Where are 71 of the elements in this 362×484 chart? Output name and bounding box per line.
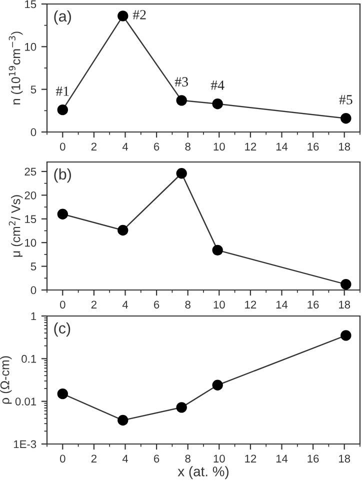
x-tick-label: 18: [339, 142, 350, 151]
annotation: #2: [132, 10, 146, 20]
x-tick-label: 2: [91, 142, 96, 150]
x-tick-label: 14: [276, 454, 288, 462]
y-tick-label: 0: [30, 128, 36, 136]
point: [176, 168, 187, 179]
x-tick-label: 10: [214, 454, 225, 463]
x-tick-label: 8: [185, 300, 190, 309]
point: [176, 95, 187, 106]
y-axis-title: ρ (Ω-cm): [0, 356, 12, 404]
point: [57, 388, 68, 400]
x-tick-label: 12: [245, 142, 256, 150]
point: [340, 278, 352, 290]
annotation: (b): [54, 168, 71, 183]
x-tick-label: 6: [154, 300, 160, 309]
y-tick-label: 20: [24, 191, 36, 200]
point: [340, 330, 352, 341]
x-tick-label: 18: [339, 454, 350, 463]
y-tick-label: 0.01: [15, 398, 36, 406]
y-tick-label: 0: [30, 286, 36, 294]
annotation: (c): [54, 322, 70, 337]
x-tick-label: 0: [60, 300, 66, 309]
x-tick-label: 18: [339, 300, 350, 309]
annotation: #3: [174, 77, 188, 86]
x-tick-label: 16: [308, 142, 319, 151]
y-tick-label: 10: [25, 238, 36, 247]
x-tick-label: 14: [276, 300, 288, 308]
x-tick-label: 8: [185, 142, 190, 151]
y-tick-label: 25: [24, 168, 36, 176]
x-axis-title: x (at. %): [178, 466, 228, 480]
x-tick-label: 0: [60, 454, 66, 463]
point: [340, 112, 352, 124]
y-axis-title: n (10$^{19}$cm$^{−3}$): [8, 32, 23, 104]
point: [176, 402, 187, 413]
x-tick-label: 2: [91, 454, 96, 462]
y-tick-label: 5: [30, 86, 36, 94]
point: [212, 244, 223, 256]
x-tick-label: 12: [245, 300, 256, 308]
y-tick-label: 1: [31, 312, 36, 320]
y-axis-title: μ (cm$^{2}$/ Vs): [8, 195, 23, 257]
y-tick-label: 10: [25, 42, 36, 51]
y-tick-label: 0.1: [22, 354, 36, 363]
y-tick-label: 15: [25, 0, 36, 8]
y-tick-label: 1E-3: [14, 440, 36, 448]
x-tick-label: 8: [185, 454, 190, 463]
x-tick-label: 0: [60, 142, 66, 151]
annotation: #4: [210, 80, 224, 90]
annotation: #1: [56, 86, 69, 96]
point: [212, 98, 223, 110]
x-tick-label: 4: [122, 142, 128, 150]
x-tick-label: 4: [122, 300, 128, 308]
x-tick-label: 10: [214, 142, 225, 151]
point: [57, 208, 68, 220]
y-tick-label: 5: [30, 262, 36, 270]
point: [212, 380, 223, 390]
x-tick-label: 2: [91, 300, 96, 308]
point: [57, 104, 68, 116]
point: [118, 224, 128, 236]
x-tick-label: 6: [154, 454, 160, 463]
x-tick-label: 16: [308, 454, 319, 463]
x-tick-label: 6: [154, 142, 160, 151]
x-tick-label: 10: [214, 300, 225, 309]
x-tick-label: 12: [245, 454, 256, 462]
annotation: #5: [339, 95, 352, 104]
x-tick-label: 4: [122, 454, 128, 462]
point: [118, 414, 128, 426]
annotation: (a): [54, 10, 71, 25]
x-tick-label: 16: [308, 300, 319, 309]
x-tick-label: 14: [276, 142, 288, 150]
point: [118, 10, 128, 22]
y-tick-label: 15: [25, 215, 36, 224]
